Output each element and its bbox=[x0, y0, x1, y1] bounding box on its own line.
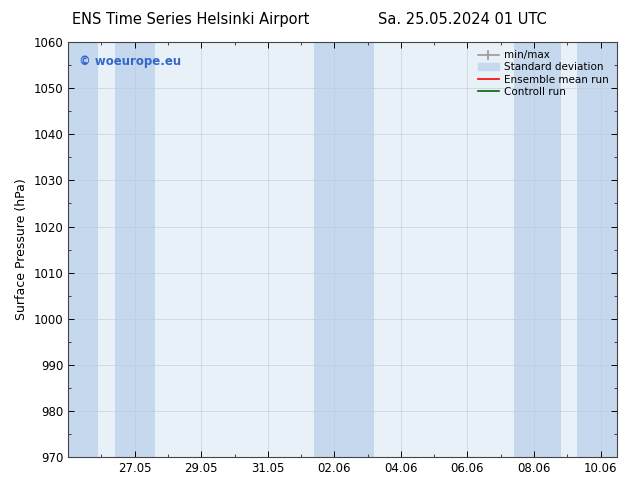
Bar bbox=[68, 42, 98, 457]
Bar bbox=[314, 42, 374, 457]
Legend: min/max, Standard deviation, Ensemble mean run, Controll run: min/max, Standard deviation, Ensemble me… bbox=[475, 47, 612, 100]
Text: Sa. 25.05.2024 01 UTC: Sa. 25.05.2024 01 UTC bbox=[378, 12, 547, 27]
Bar bbox=[514, 42, 560, 457]
Text: © woeurope.eu: © woeurope.eu bbox=[79, 54, 181, 68]
Text: ENS Time Series Helsinki Airport: ENS Time Series Helsinki Airport bbox=[72, 12, 309, 27]
Bar bbox=[115, 42, 155, 457]
Y-axis label: Surface Pressure (hPa): Surface Pressure (hPa) bbox=[15, 179, 28, 320]
Bar bbox=[577, 42, 617, 457]
